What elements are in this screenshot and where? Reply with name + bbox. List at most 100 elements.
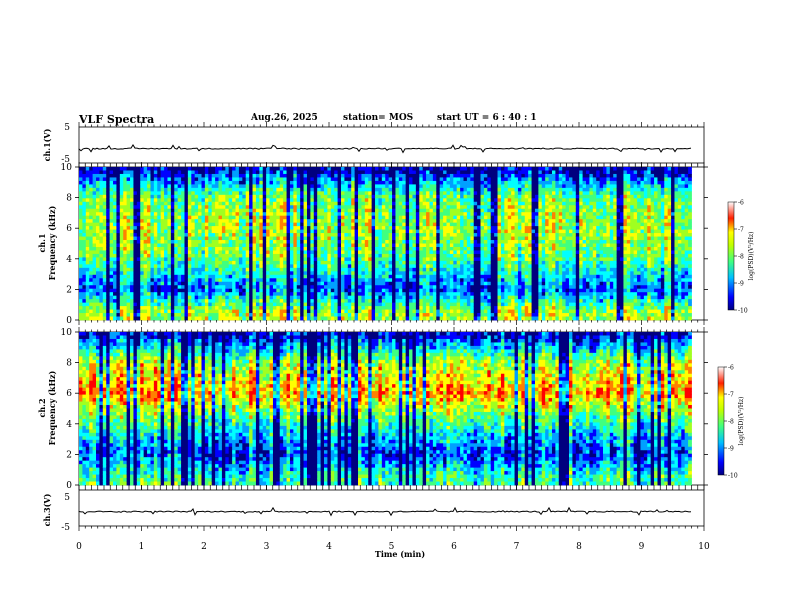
spectrogram-cell <box>211 302 216 307</box>
spectrogram-cell <box>330 264 335 269</box>
spectrogram-cell <box>279 260 284 265</box>
spectrogram-cell <box>368 184 373 189</box>
spectrogram-cell <box>310 222 315 227</box>
spectrogram-cell <box>364 180 369 185</box>
spectrogram-cell <box>412 281 417 286</box>
spectrogram-cell <box>82 302 87 307</box>
spectrogram-cell <box>279 243 284 248</box>
spectrogram-cell <box>269 177 274 182</box>
spectrogram-cell <box>385 240 390 244</box>
spectrogram-cell <box>388 260 393 265</box>
spectrogram-cell <box>167 246 172 251</box>
spectrogram-cell <box>405 257 410 262</box>
spectrogram-cell <box>392 260 396 265</box>
spectrogram-cell <box>225 208 230 213</box>
spectrogram-cell <box>300 302 304 307</box>
spectrogram-cell <box>170 180 175 185</box>
spectrogram-cell <box>453 219 458 224</box>
spectrogram-cell <box>255 281 260 286</box>
spectrogram-cell <box>228 306 233 310</box>
spectrogram-cell <box>157 264 162 269</box>
spectrogram-cell <box>422 229 427 234</box>
spectrogram-cell <box>102 194 107 199</box>
spectrogram-cell <box>327 257 332 262</box>
spectrogram-cell <box>262 302 267 307</box>
spectrogram-cell <box>375 226 379 230</box>
spectrogram-cell <box>381 313 386 317</box>
spectrogram-cell <box>259 233 264 237</box>
spectrogram-cell <box>79 292 83 297</box>
spectrogram-cell <box>449 253 454 258</box>
spectrogram-cell <box>109 271 114 276</box>
spectrogram-cell <box>252 184 257 189</box>
spectrogram-cell <box>160 215 165 220</box>
spectrogram-cell <box>123 253 128 258</box>
spectrogram-cell <box>160 250 165 255</box>
spectrogram-cell <box>252 292 257 297</box>
spectrogram-cell <box>436 278 441 283</box>
spectrogram-cell <box>177 222 182 227</box>
spectrogram-cell <box>242 257 247 262</box>
spectrogram-cell <box>405 222 410 227</box>
spectrogram-cell <box>317 250 321 255</box>
spectrogram-cell <box>150 215 155 220</box>
spectrogram-cell <box>375 288 379 293</box>
spectrogram-cell <box>337 278 342 283</box>
spectrogram-cell <box>351 260 356 265</box>
spectrogram-cell <box>313 264 318 269</box>
spectrogram-cell <box>194 191 199 196</box>
spectrogram-cell <box>351 246 356 251</box>
spectrogram-cell <box>276 187 281 192</box>
spectrogram-cell <box>160 316 165 321</box>
spectrogram-cell <box>368 201 373 206</box>
spectrogram-cell <box>300 264 304 269</box>
spectrogram-cell <box>225 177 230 182</box>
spectrogram-cell <box>385 184 390 189</box>
spectrogram-cell <box>252 250 257 255</box>
spectrogram-cell <box>313 226 318 230</box>
spectrogram-cell <box>119 173 124 178</box>
spectrogram-cell <box>221 295 226 300</box>
spectrogram-cell <box>453 260 458 265</box>
spectrogram-cell <box>79 180 83 185</box>
spectrogram-cell <box>191 274 196 279</box>
spectrogram-cell <box>262 208 267 213</box>
spectrogram-cell <box>337 250 342 255</box>
spectrogram-cell <box>170 264 175 269</box>
spectrogram-cell <box>187 198 192 203</box>
spectrogram-cell <box>300 191 304 196</box>
spectrogram-cell <box>136 205 141 210</box>
spectrogram-cell <box>259 215 264 220</box>
spectrogram-cell <box>204 278 209 283</box>
spectrogram-cell <box>293 177 298 182</box>
spectrogram-cell <box>99 285 104 290</box>
spectrogram-cell <box>358 184 362 189</box>
spectrogram-cell <box>187 229 192 234</box>
spectrogram-cell <box>419 260 424 265</box>
spectrogram-cell <box>255 267 260 272</box>
spectrogram-cell <box>184 313 189 317</box>
spectrogram-cell <box>184 215 189 220</box>
spectrogram-cell <box>409 236 413 241</box>
spectrogram-cell <box>412 299 417 304</box>
spectrogram-cell <box>109 257 114 262</box>
spectrogram-cell <box>402 198 407 203</box>
spectrogram-cell <box>181 173 185 178</box>
spectrogram-cell <box>82 292 87 297</box>
spectrogram-cell <box>344 184 349 189</box>
spectrogram-cell <box>320 233 325 237</box>
spectrogram-cell <box>150 191 155 196</box>
spectrogram-cell <box>439 222 444 227</box>
spectrogram-cell <box>85 253 90 258</box>
spectrogram-cell <box>109 198 114 203</box>
spectrogram-cell <box>191 170 196 175</box>
spectrogram-cell <box>140 198 145 203</box>
spectrogram-cell <box>184 246 189 251</box>
spectrogram-cell <box>385 222 390 227</box>
spectrogram-cell <box>221 257 226 262</box>
spectrogram-cell <box>136 274 141 279</box>
spectrogram-cell <box>381 177 386 182</box>
spectrogram-cell <box>259 236 264 241</box>
spectrogram-cell <box>456 288 461 293</box>
spectrogram-cell <box>334 274 339 279</box>
